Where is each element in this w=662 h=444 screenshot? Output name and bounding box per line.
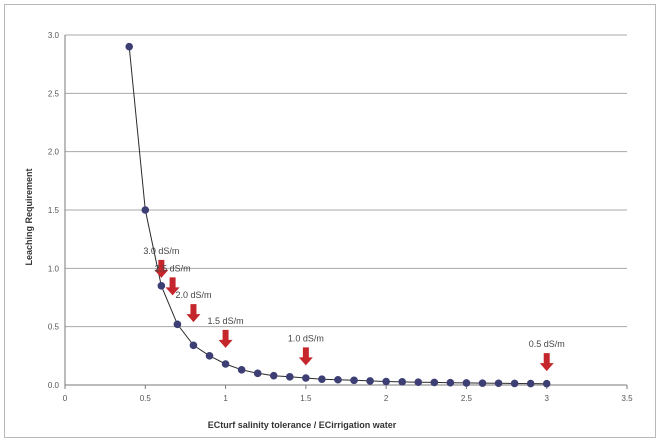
annotation-label: 2.5 dS/m [155, 263, 191, 273]
data-point [189, 341, 198, 350]
annotation-label: 1.0 dS/m [288, 333, 324, 343]
data-point [253, 369, 262, 378]
data-point [430, 378, 439, 387]
y-tick-label: 1.5 [48, 206, 60, 215]
y-tick-label: 3.0 [48, 31, 60, 40]
y-tick-label: 0.5 [48, 323, 60, 332]
x-tick-label: 3 [544, 394, 549, 403]
annotation-arrow [218, 329, 233, 348]
leaching-requirement-chart: 3.0 dS/m 2.5 dS/m 2.0 dS/m 1.5 dS/m 1.0 dS/m… [24, 31, 633, 430]
data-point [141, 206, 150, 214]
data-point [205, 352, 214, 360]
x-tick-label: 2 [384, 394, 389, 403]
data-point [302, 374, 310, 382]
annotation-arrow [165, 277, 180, 296]
data-point [526, 379, 535, 388]
annotation-arrow [186, 304, 201, 323]
data-point [478, 379, 487, 387]
annotation-arrow [298, 347, 313, 366]
x-axis-title: ECturf salinity tolerance / ECirrigation… [208, 420, 397, 430]
x-tick-label: 1 [223, 394, 228, 403]
data-point [269, 371, 278, 380]
x-tick-label: 0 [63, 394, 68, 403]
data-point [494, 379, 503, 388]
annotation-arrow [539, 353, 554, 372]
data-point [542, 379, 551, 388]
x-tick-label: 1.5 [300, 394, 312, 403]
annotation-label: 1.5 dS/m [208, 316, 244, 326]
data-point [286, 373, 294, 381]
chart-frame: 3.0 dS/m 2.5 dS/m 2.0 dS/m 1.5 dS/m 1.0 dS/m… [4, 4, 656, 438]
data-point [125, 42, 134, 51]
data-point [237, 366, 246, 374]
data-point [173, 320, 182, 329]
data-point [366, 377, 374, 385]
annotation-label: 3.0 dS/m [143, 246, 179, 256]
x-tick-label: 0.5 [140, 394, 152, 403]
data-point [510, 379, 519, 388]
series-line [128, 46, 547, 385]
y-tick-label: 0.0 [48, 381, 60, 390]
x-tick-label: 3.5 [621, 394, 633, 403]
annotation-arrow [154, 259, 169, 278]
data-point [350, 376, 358, 385]
data-point [462, 379, 471, 387]
data-point [221, 360, 230, 368]
annotation-label: 0.5 dS/m [529, 339, 565, 349]
data-point [157, 282, 166, 290]
data-point [318, 375, 326, 383]
data-point [334, 375, 342, 384]
data-point [414, 378, 423, 387]
data-point [446, 378, 455, 387]
y-tick-label: 2.0 [48, 148, 60, 157]
y-tick-label: 2.5 [48, 89, 60, 98]
x-tick-label: 2.5 [461, 394, 473, 403]
y-axis-title: Leaching Requirement [24, 168, 34, 265]
data-point [382, 377, 390, 386]
data-point [398, 378, 407, 386]
annotation-label: 2.0 dS/m [175, 290, 211, 300]
y-tick-label: 1.0 [48, 264, 60, 273]
